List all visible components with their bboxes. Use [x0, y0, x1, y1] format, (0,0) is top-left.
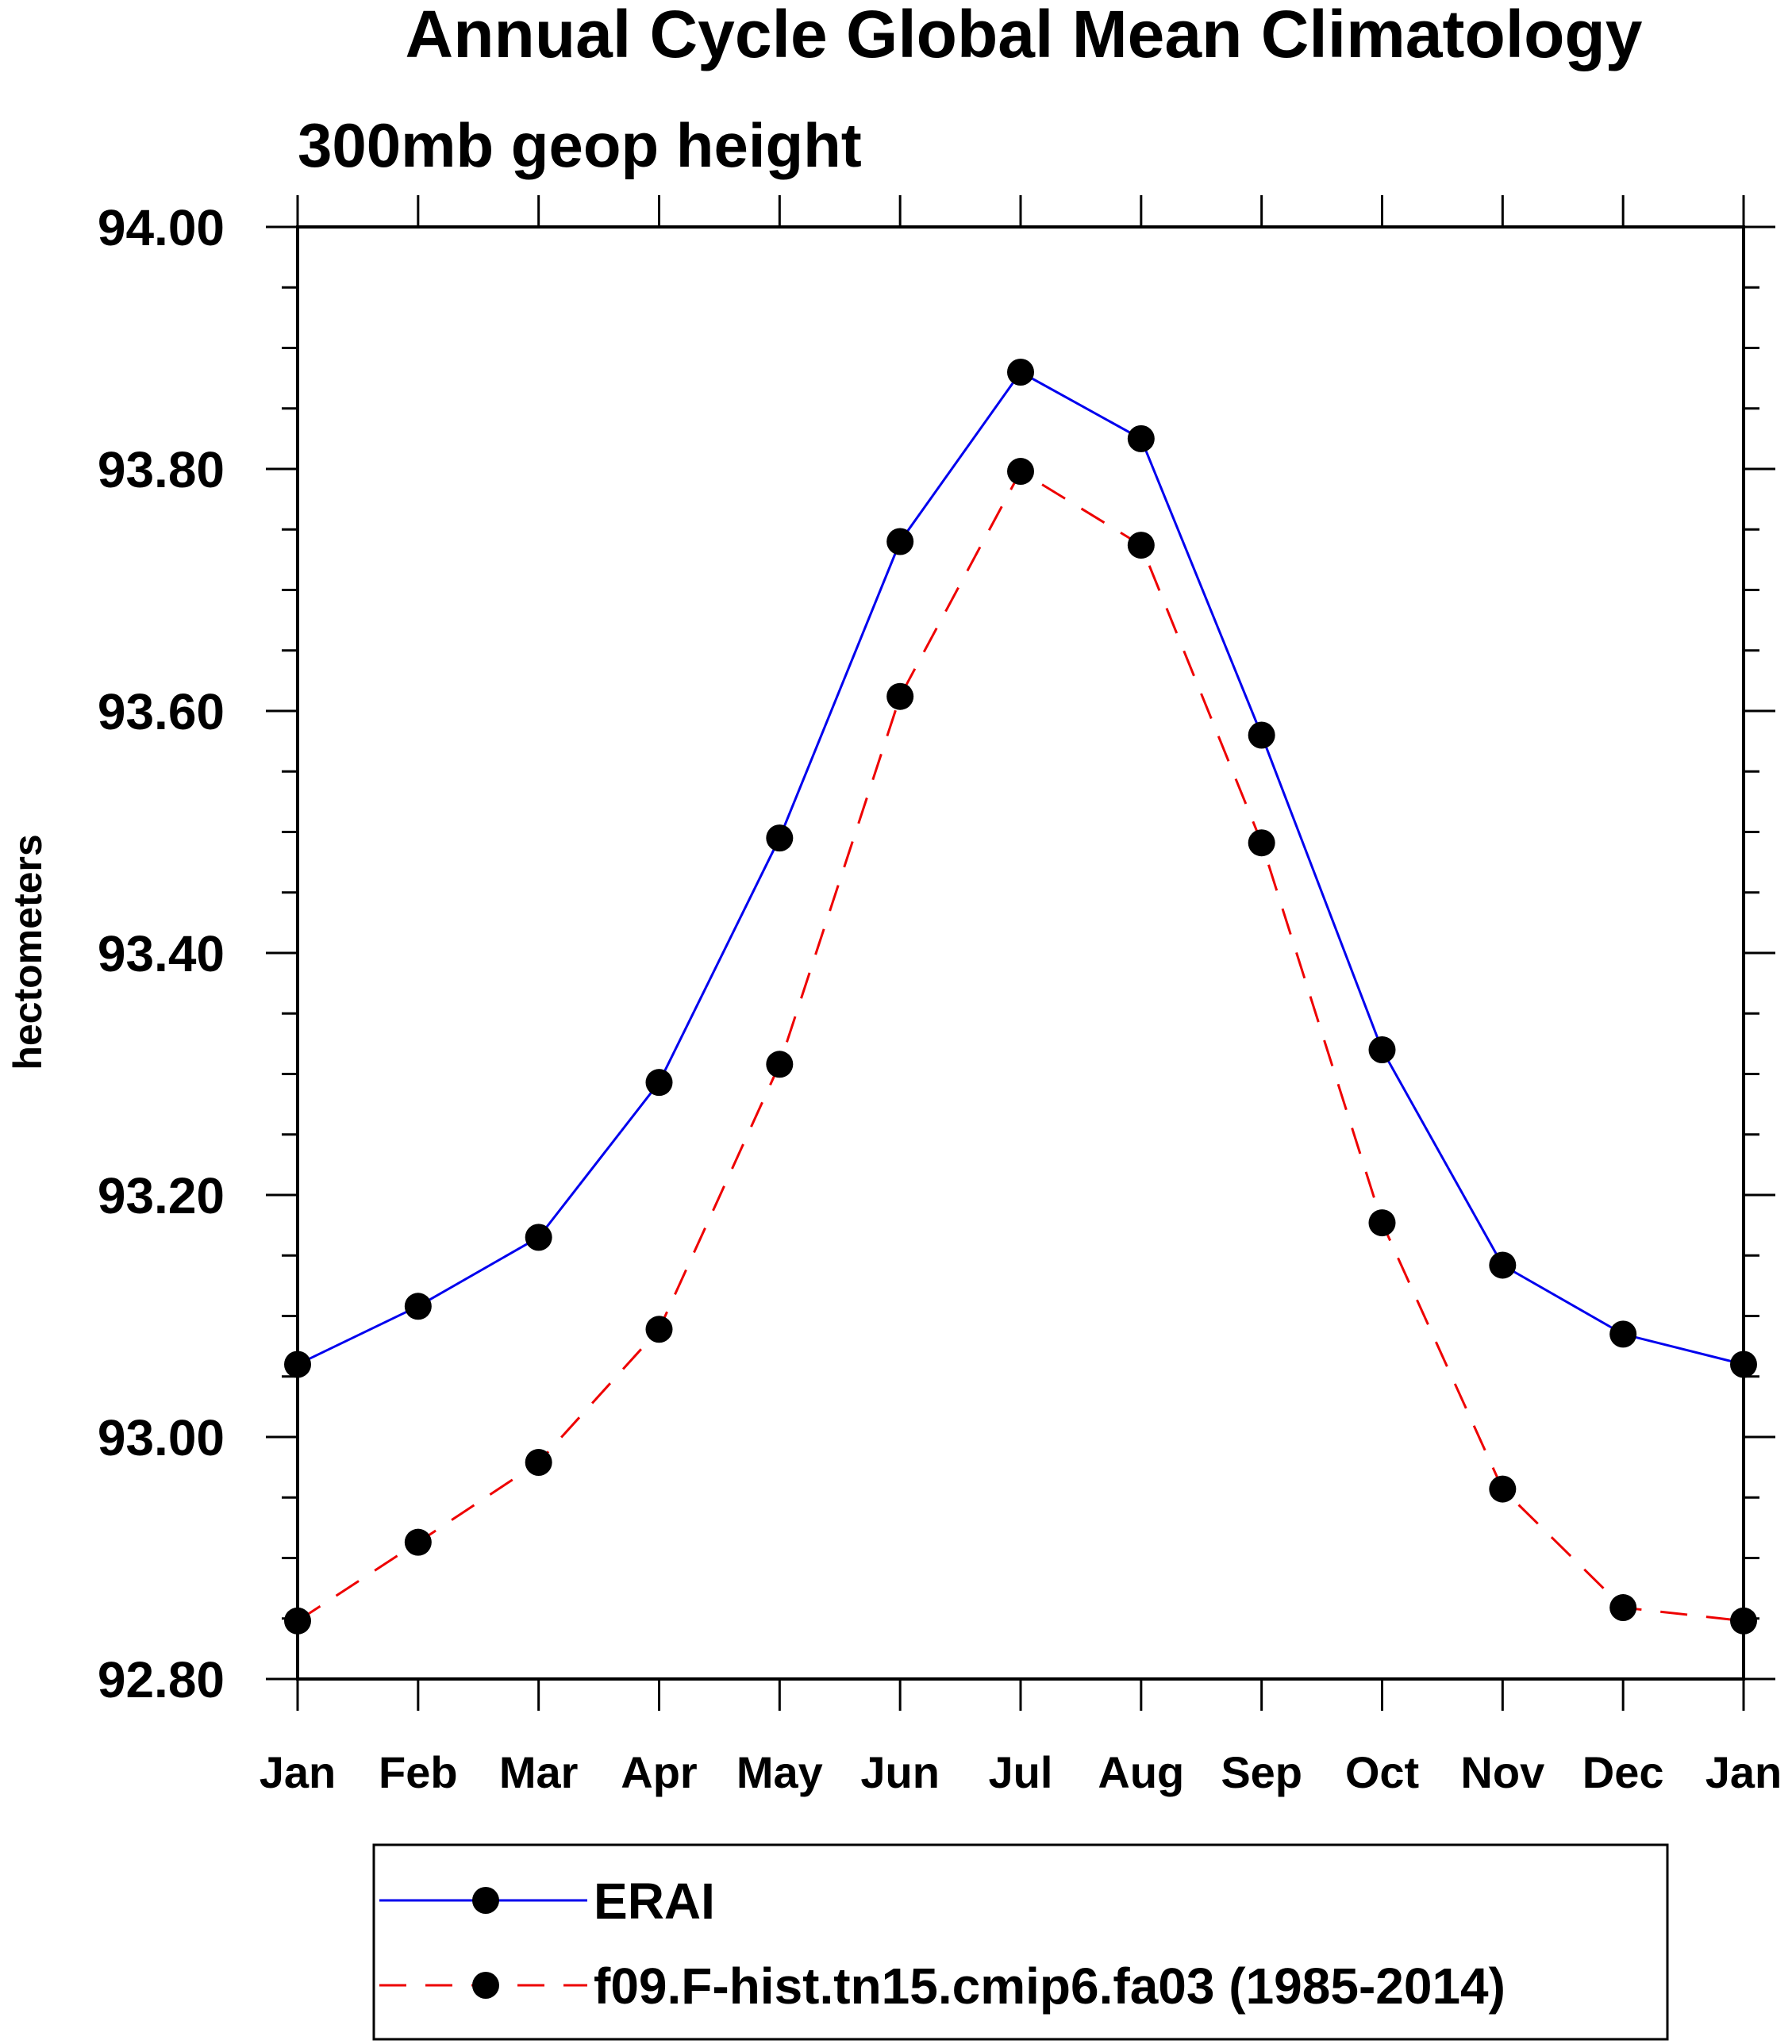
legend-marker-model	[472, 1972, 499, 1999]
x-tick-label: Oct	[1345, 1747, 1419, 1797]
chart-subtitle: 300mb geop height	[298, 110, 862, 180]
axis-ticks	[266, 195, 1775, 1711]
legend-box	[372, 1843, 1669, 2041]
x-tick-label: Dec	[1582, 1747, 1664, 1797]
x-tick-label: Mar	[499, 1747, 579, 1797]
data-point-s0-8	[1248, 721, 1275, 749]
x-tick-label: Jul	[989, 1747, 1053, 1797]
x-tick-label: Jun	[860, 1747, 940, 1797]
data-point-s1-7	[1127, 532, 1155, 559]
data-point-s1-6	[1007, 458, 1034, 486]
data-point-s0-10	[1489, 1251, 1517, 1279]
x-tick-labels: Jan Feb Mar Apr May Jun Jul Aug Sep Oct Nov Dec Jan	[260, 1747, 1782, 1797]
data-point-s0-7	[1127, 425, 1155, 452]
data-point-s1-10	[1489, 1475, 1517, 1503]
y-tick-label: 92.80	[98, 1651, 225, 1708]
data-point-s0-9	[1368, 1036, 1396, 1063]
y-tick-label: 93.20	[98, 1167, 225, 1224]
x-tick-label: Jan	[260, 1747, 336, 1797]
data-point-s1-11	[1609, 1594, 1637, 1622]
data-point-s1-9	[1368, 1209, 1396, 1237]
data-point-s0-4	[766, 824, 794, 852]
data-point-s1-5	[886, 682, 914, 710]
data-point-s1-4	[766, 1051, 794, 1078]
x-tick-label: Feb	[379, 1747, 458, 1797]
x-tick-label: Sep	[1221, 1747, 1302, 1797]
x-tick-label: Jan	[1705, 1747, 1782, 1797]
series-layer	[284, 359, 1757, 1635]
data-point-s0-6	[1007, 359, 1034, 386]
legend-label-model: f09.F-hist.tn15.cmip6.fa03 (1985-2014)	[594, 1958, 1506, 2015]
series-line-1	[297, 469, 1744, 1623]
data-point-s1-8	[1248, 829, 1275, 857]
x-tick-label: Nov	[1460, 1747, 1544, 1797]
plot-frame	[296, 225, 1745, 1681]
y-tick-labels: 92.80 93.00 93.20 93.40 93.60 93.80 94.00	[98, 199, 225, 1708]
data-point-s1-1	[404, 1528, 432, 1556]
y-tick-label: 93.00	[98, 1409, 225, 1466]
data-point-s1-2	[525, 1449, 552, 1477]
data-point-s0-1	[404, 1293, 432, 1320]
data-point-s0-5	[886, 528, 914, 555]
y-tick-label: 93.60	[98, 683, 225, 740]
y-tick-label: 93.40	[98, 925, 225, 982]
y-tick-label: 93.80	[98, 441, 225, 498]
x-tick-label: Apr	[621, 1747, 697, 1797]
legend-label-erai: ERAI	[594, 1873, 715, 1930]
legend-marker-erai	[472, 1887, 499, 1914]
y-axis-label: hectometers	[6, 834, 50, 1070]
data-point-s0-2	[525, 1224, 552, 1251]
x-tick-label: Aug	[1098, 1747, 1184, 1797]
data-point-s1-3	[645, 1316, 673, 1343]
chart-title: Annual Cycle Global Mean Climatology	[406, 0, 1643, 71]
y-tick-label: 94.00	[98, 199, 225, 256]
series-line-0	[297, 371, 1744, 1366]
data-point-s0-11	[1609, 1320, 1637, 1348]
data-point-s0-3	[645, 1069, 673, 1097]
x-tick-label: May	[736, 1747, 823, 1797]
legend: ERAI f09.F-hist.tn15.cmip6.fa03 (1985-20…	[372, 1843, 1669, 2041]
